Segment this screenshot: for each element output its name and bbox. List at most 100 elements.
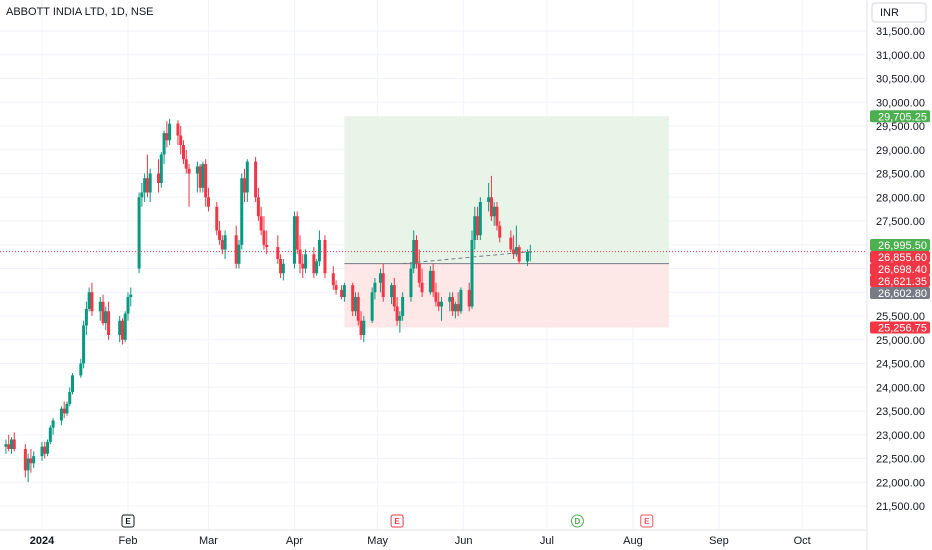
- candle-body: [9, 439, 13, 449]
- price-label-text: 26,995.50: [878, 240, 927, 252]
- candle: [98, 297, 102, 321]
- y-tick-label: 31,500.00: [876, 26, 925, 38]
- candle-body: [218, 230, 222, 240]
- candle: [428, 266, 432, 295]
- currency-button[interactable]: INR: [871, 2, 927, 23]
- candle-body: [378, 273, 382, 283]
- candle: [456, 292, 460, 316]
- candle-body: [82, 325, 86, 364]
- candle: [26, 453, 30, 483]
- dividend-marker-bg: [570, 514, 584, 528]
- candle: [46, 439, 50, 457]
- candle: [439, 297, 443, 321]
- candle: [473, 206, 477, 250]
- candle-body: [79, 363, 83, 376]
- candle-body: [162, 133, 166, 155]
- candle: [48, 425, 52, 445]
- candle: [126, 292, 130, 321]
- candle: [417, 249, 421, 288]
- candle-body: [315, 261, 319, 274]
- candle-body: [43, 446, 47, 454]
- candle: [129, 287, 133, 307]
- candle-body: [323, 240, 327, 274]
- event-marker-dividend[interactable]: D: [570, 514, 584, 528]
- candle-body: [181, 145, 185, 160]
- x-tick-label: Jul: [540, 535, 554, 547]
- candle-body: [46, 441, 50, 454]
- candle-body: [476, 216, 480, 236]
- time-axis[interactable]: 2024 Feb Mar Apr May Jun Jul Aug Sep Oct: [30, 535, 811, 547]
- price-axis[interactable]: 21,500.00 22,000.00 22,500.00 23,000.00 23,5…: [876, 26, 925, 513]
- candle: [162, 130, 166, 164]
- candle-body: [7, 444, 11, 449]
- y-tick-label: 21,500.00: [876, 501, 925, 513]
- event-marker-earnings[interactable]: E: [640, 514, 654, 528]
- candle: [412, 230, 416, 274]
- candle: [7, 434, 11, 452]
- candle: [107, 301, 111, 340]
- candle-body: [118, 320, 122, 335]
- candle: [378, 268, 382, 293]
- candle: [234, 225, 238, 269]
- candle: [140, 183, 144, 207]
- candle: [362, 316, 366, 343]
- candle-body: [65, 403, 69, 414]
- candle: [4, 439, 8, 454]
- candle-body: [495, 206, 499, 226]
- price-label: 26,995.50: [870, 238, 930, 252]
- candle-body: [356, 297, 360, 321]
- x-tick-label: 2024: [30, 535, 55, 547]
- candle-body: [223, 235, 227, 250]
- candle-body: [51, 420, 55, 428]
- candle-body: [187, 168, 191, 174]
- candle-body: [370, 292, 374, 321]
- candle: [317, 230, 321, 267]
- y-tick-label: 24,500.00: [876, 359, 925, 371]
- candle: [79, 358, 83, 378]
- y-tick-label: 23,000.00: [876, 430, 925, 442]
- event-marker-earnings[interactable]: E: [390, 514, 404, 528]
- candle: [187, 164, 191, 207]
- candle: [415, 235, 419, 269]
- price-label-bg: [870, 262, 930, 275]
- candle-body: [451, 297, 455, 312]
- candle-body: [126, 297, 130, 314]
- candle-body: [456, 304, 460, 312]
- price-label: 25,256.75: [870, 321, 930, 335]
- candle-body: [123, 313, 127, 340]
- candle: [23, 444, 27, 478]
- candle: [204, 159, 208, 207]
- candle: [451, 292, 455, 316]
- candle: [184, 149, 188, 174]
- candle-body: [159, 154, 163, 183]
- candle: [467, 282, 471, 312]
- candle-body: [473, 216, 477, 240]
- currency-label: INR: [880, 7, 899, 19]
- candle: [237, 240, 241, 269]
- candle-body: [254, 161, 258, 198]
- x-tick-label: Feb: [119, 535, 138, 547]
- earnings-marker-bg: [390, 514, 404, 528]
- price-label: 26,698.40: [870, 262, 930, 276]
- candle-body: [390, 285, 394, 297]
- candle: [145, 154, 149, 198]
- candle: [9, 437, 13, 454]
- candle-body: [431, 270, 435, 293]
- candle: [312, 247, 316, 278]
- candle: [259, 206, 263, 236]
- candle: [65, 401, 69, 416]
- candle: [120, 318, 124, 345]
- candle: [398, 311, 402, 333]
- y-tick-label: 24,000.00: [876, 382, 925, 394]
- event-marker-earnings[interactable]: E: [121, 514, 135, 528]
- candle-body: [237, 244, 241, 264]
- candle-body: [140, 192, 144, 198]
- candle: [390, 282, 394, 305]
- candle: [223, 230, 227, 259]
- candle: [123, 311, 127, 343]
- candle-body: [59, 408, 63, 421]
- candle-body: [4, 444, 8, 447]
- candle-body: [48, 427, 52, 442]
